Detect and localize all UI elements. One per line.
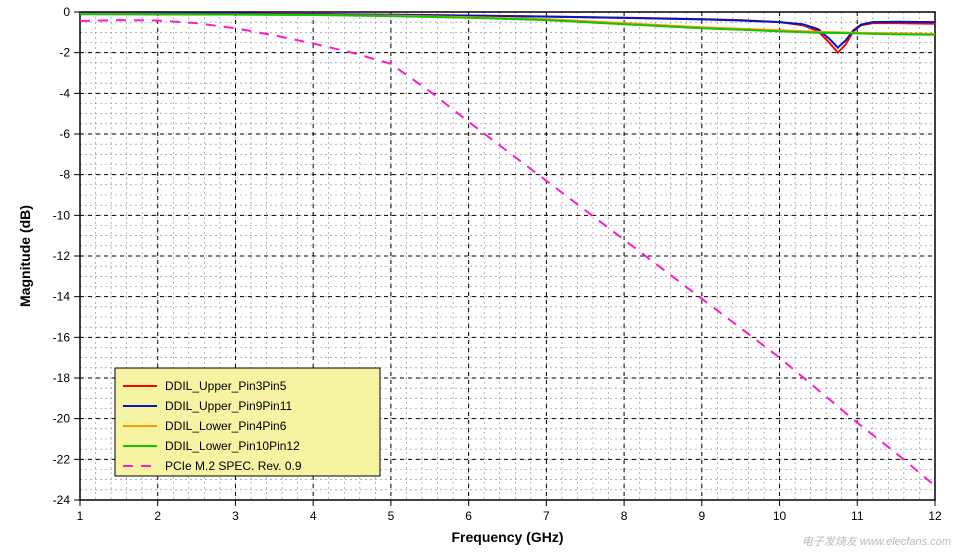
legend-label: DDIL_Lower_Pin4Pin6 bbox=[165, 419, 287, 433]
watermark-text: 电子发烧友 www.elecfans.com bbox=[802, 533, 951, 549]
x-tick-label: 1 bbox=[77, 509, 84, 523]
y-tick-label: -14 bbox=[53, 290, 71, 304]
x-tick-label: 2 bbox=[154, 509, 161, 523]
legend: DDIL_Upper_Pin3Pin5 DDIL_Upper_Pin9Pin11 D… bbox=[115, 368, 380, 476]
x-axis-title: Frequency (GHz) bbox=[451, 529, 563, 545]
x-tick-label: 5 bbox=[388, 509, 395, 523]
x-tick-label: 12 bbox=[928, 509, 942, 523]
y-tick-label: -6 bbox=[59, 127, 70, 141]
legend-label: PCIe M.2 SPEC. Rev. 0.9 bbox=[165, 459, 302, 473]
x-tick-label: 6 bbox=[465, 509, 472, 523]
legend-label: DDIL_Upper_Pin9Pin11 bbox=[165, 399, 293, 413]
legend-label: DDIL_Upper_Pin3Pin5 bbox=[165, 379, 287, 393]
y-tick-label: -18 bbox=[53, 371, 71, 385]
y-tick-label: -24 bbox=[53, 493, 71, 507]
y-axis-title: Magnitude (dB) bbox=[17, 205, 33, 307]
y-tick-label: 0 bbox=[63, 5, 70, 19]
x-tick-label: 9 bbox=[698, 509, 705, 523]
y-tick-label: -8 bbox=[59, 168, 70, 182]
x-tick-label: 3 bbox=[232, 509, 239, 523]
x-tick-label: 11 bbox=[851, 509, 864, 523]
y-tick-label: -2 bbox=[59, 46, 70, 60]
legend-label: DDIL_Lower_Pin10Pin12 bbox=[165, 439, 300, 453]
y-tick-label: -4 bbox=[59, 86, 70, 100]
x-tick-label: 7 bbox=[543, 509, 550, 523]
x-tick-label: 8 bbox=[621, 509, 628, 523]
x-tick-label: 4 bbox=[310, 509, 317, 523]
y-tick-label: -12 bbox=[53, 249, 71, 263]
x-tick-label: 10 bbox=[773, 509, 787, 523]
y-tick-label: -20 bbox=[53, 412, 71, 426]
y-tick-label: -16 bbox=[53, 330, 71, 344]
y-tick-label: -22 bbox=[53, 452, 71, 466]
magnitude-vs-frequency-chart: 1234567891011120-2-4-6-8-10-12-14-16-18-… bbox=[0, 0, 957, 553]
y-tick-label: -10 bbox=[53, 208, 71, 222]
